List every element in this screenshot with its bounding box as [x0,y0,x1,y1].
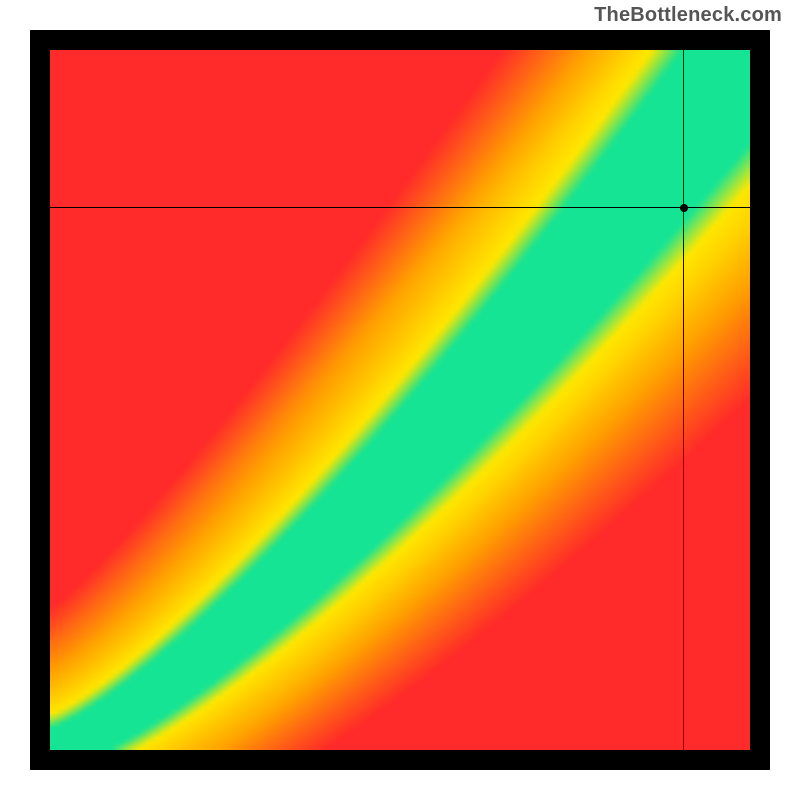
crosshair-horizontal [50,207,750,208]
bottleneck-heatmap [50,50,750,750]
crosshair-marker [680,204,688,212]
watermark-text: TheBottleneck.com [594,4,782,27]
plot-outer-frame [30,30,770,770]
crosshair-vertical [683,50,684,750]
